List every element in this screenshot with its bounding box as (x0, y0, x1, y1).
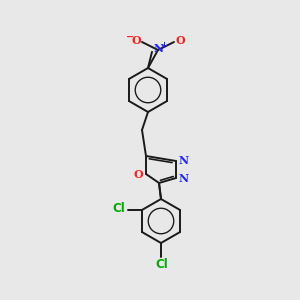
Text: −: − (126, 32, 134, 42)
Text: O: O (175, 35, 185, 46)
Text: O: O (131, 35, 141, 46)
Text: Cl: Cl (156, 257, 168, 271)
Text: N: N (154, 44, 164, 55)
Text: N: N (179, 155, 189, 167)
Text: +: + (160, 40, 167, 50)
Text: N: N (179, 172, 189, 184)
Text: O: O (133, 169, 143, 179)
Text: Cl: Cl (112, 202, 125, 215)
